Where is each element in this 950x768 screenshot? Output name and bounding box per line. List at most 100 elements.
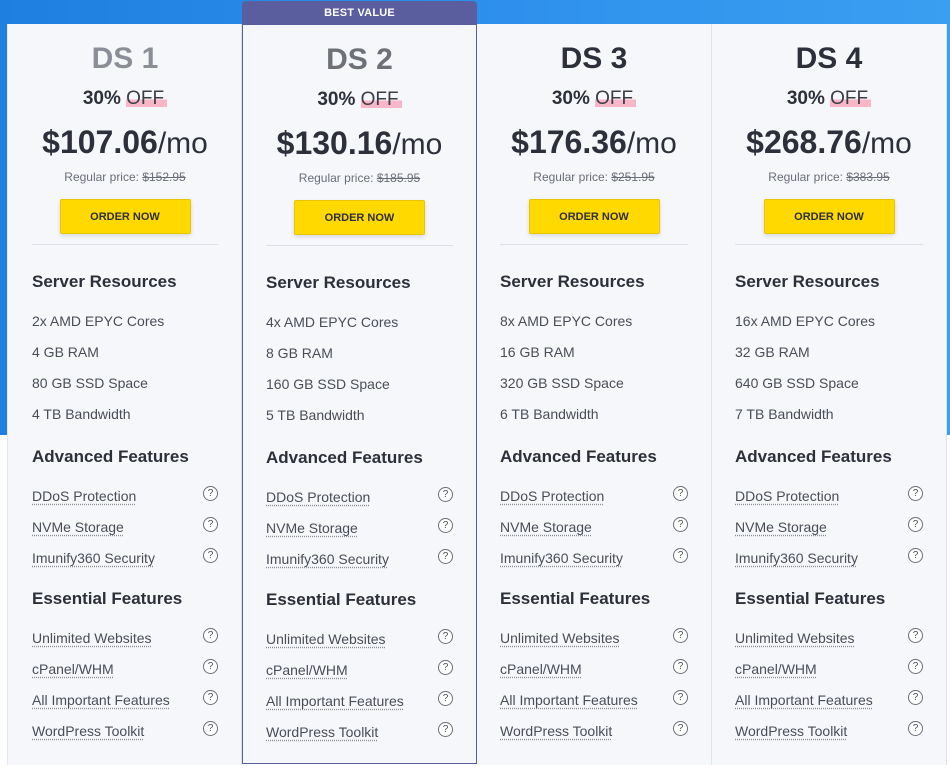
help-icon[interactable]: ? xyxy=(203,659,218,674)
price-amount: $268.76 xyxy=(746,124,862,160)
discount-label: 30% OFF xyxy=(500,88,688,112)
feature-label[interactable]: cPanel/WHM xyxy=(266,662,348,678)
price-period: /mo xyxy=(861,127,912,160)
help-icon[interactable]: ? xyxy=(673,548,688,563)
feature-label[interactable]: Unlimited Websites xyxy=(32,630,152,646)
help-icon[interactable]: ? xyxy=(908,628,923,643)
price-amount: $107.06 xyxy=(42,124,158,160)
feature-imunify: Imunify360 Security? xyxy=(266,548,453,570)
feature-label[interactable]: All Important Features xyxy=(735,692,873,708)
feature-label[interactable]: NVMe Storage xyxy=(266,520,358,536)
feature-label[interactable]: NVMe Storage xyxy=(735,519,827,535)
help-icon[interactable]: ? xyxy=(908,517,923,532)
regular-price: Regular price: $251.95 xyxy=(500,170,688,186)
help-icon[interactable]: ? xyxy=(203,690,218,705)
spec-ram: 8 GB RAM xyxy=(266,345,333,361)
help-icon[interactable]: ? xyxy=(673,690,688,705)
feature-label[interactable]: WordPress Toolkit xyxy=(735,723,848,739)
help-icon[interactable]: ? xyxy=(438,487,453,502)
feature-label[interactable]: Unlimited Websites xyxy=(500,630,620,646)
plan-card-ds3: DS 3 30% OFF $176.36/mo Regular price: $… xyxy=(477,24,712,765)
feature-label[interactable]: DDoS Protection xyxy=(266,489,371,505)
help-icon[interactable]: ? xyxy=(438,691,453,706)
divider xyxy=(735,244,923,245)
discount-percent: 30% xyxy=(786,88,825,109)
help-icon[interactable]: ? xyxy=(203,721,218,736)
order-now-button[interactable]: ORDER NOW xyxy=(763,199,895,234)
feature-nvme: NVMe Storage? xyxy=(266,517,453,539)
feature-unlimited-websites: Unlimited Websites? xyxy=(735,627,923,649)
section-title-advanced-features: Advanced Features xyxy=(500,447,657,466)
feature-all-important: All Important Features? xyxy=(32,689,218,711)
feature-imunify: Imunify360 Security? xyxy=(500,547,688,569)
regular-price-value: $383.95 xyxy=(846,170,890,184)
help-icon[interactable]: ? xyxy=(203,517,218,532)
help-icon[interactable]: ? xyxy=(673,486,688,501)
help-icon[interactable]: ? xyxy=(908,721,923,736)
feature-cpanel: cPanel/WHM? xyxy=(735,658,923,680)
feature-label[interactable]: Unlimited Websites xyxy=(266,631,386,647)
feature-label[interactable]: Imunify360 Security xyxy=(266,551,389,567)
feature-label[interactable]: NVMe Storage xyxy=(500,519,592,535)
order-now-button[interactable]: ORDER NOW xyxy=(528,199,660,234)
plan-card-ds2: BEST VALUE DS 2 30% OFF $130.16/mo Regul… xyxy=(242,1,477,764)
spec-storage: 160 GB SSD Space xyxy=(266,376,390,392)
feature-label[interactable]: DDoS Protection xyxy=(32,488,137,504)
regular-price: Regular price: $383.95 xyxy=(735,170,923,186)
feature-label[interactable]: cPanel/WHM xyxy=(32,661,114,677)
feature-label[interactable]: WordPress Toolkit xyxy=(266,724,379,740)
feature-label[interactable]: All Important Features xyxy=(500,692,638,708)
plan-price: $176.36/mo xyxy=(500,124,688,162)
spec-storage: 80 GB SSD Space xyxy=(32,375,148,391)
feature-imunify: Imunify360 Security? xyxy=(735,547,923,569)
help-icon[interactable]: ? xyxy=(673,659,688,674)
feature-label[interactable]: Unlimited Websites xyxy=(735,630,855,646)
feature-label[interactable]: WordPress Toolkit xyxy=(500,723,613,739)
discount-percent: 30% xyxy=(551,88,590,109)
help-icon[interactable]: ? xyxy=(673,628,688,643)
feature-label[interactable]: All Important Features xyxy=(266,693,404,709)
feature-label[interactable]: DDoS Protection xyxy=(500,488,605,504)
spec-bandwidth: 6 TB Bandwidth xyxy=(500,406,599,422)
section-title-essential-features: Essential Features xyxy=(500,589,651,608)
divider xyxy=(500,244,688,245)
help-icon[interactable]: ? xyxy=(438,518,453,533)
feature-label[interactable]: cPanel/WHM xyxy=(500,661,582,677)
feature-label[interactable]: cPanel/WHM xyxy=(735,661,817,677)
order-now-button[interactable]: ORDER NOW xyxy=(294,200,425,235)
help-icon[interactable]: ? xyxy=(438,549,453,564)
help-icon[interactable]: ? xyxy=(203,548,218,563)
section-title-server-resources: Server Resources xyxy=(32,272,177,291)
regular-price-label: Regular price: xyxy=(768,170,843,184)
help-icon[interactable]: ? xyxy=(438,660,453,675)
feature-label[interactable]: Imunify360 Security xyxy=(32,550,155,566)
help-icon[interactable]: ? xyxy=(438,722,453,737)
help-icon[interactable]: ? xyxy=(908,486,923,501)
feature-label[interactable]: Imunify360 Security xyxy=(500,550,623,566)
feature-ddos: DDoS Protection? xyxy=(500,485,688,507)
help-icon[interactable]: ? xyxy=(203,628,218,643)
spec-cores: 4x AMD EPYC Cores xyxy=(266,314,399,330)
price-period: /mo xyxy=(626,127,677,160)
feature-label[interactable]: NVMe Storage xyxy=(32,519,124,535)
regular-price-label: Regular price: xyxy=(533,170,608,184)
help-icon[interactable]: ? xyxy=(908,690,923,705)
help-icon[interactable]: ? xyxy=(908,659,923,674)
price-period: /mo xyxy=(392,128,443,161)
spec-cores: 2x AMD EPYC Cores xyxy=(32,313,165,329)
order-now-button[interactable]: ORDER NOW xyxy=(59,199,191,234)
feature-label[interactable]: DDoS Protection xyxy=(735,488,840,504)
feature-ddos: DDoS Protection? xyxy=(735,485,923,507)
help-icon[interactable]: ? xyxy=(203,486,218,501)
feature-label[interactable]: WordPress Toolkit xyxy=(32,723,145,739)
feature-label[interactable]: Imunify360 Security xyxy=(735,550,858,566)
help-icon[interactable]: ? xyxy=(673,517,688,532)
help-icon[interactable]: ? xyxy=(908,548,923,563)
discount-percent: 30% xyxy=(82,88,121,109)
feature-label[interactable]: All Important Features xyxy=(32,692,170,708)
help-icon[interactable]: ? xyxy=(438,629,453,644)
feature-all-important: All Important Features? xyxy=(500,689,688,711)
plan-price: $130.16/mo xyxy=(266,125,453,163)
spec-cores: 8x AMD EPYC Cores xyxy=(500,313,633,329)
help-icon[interactable]: ? xyxy=(673,721,688,736)
